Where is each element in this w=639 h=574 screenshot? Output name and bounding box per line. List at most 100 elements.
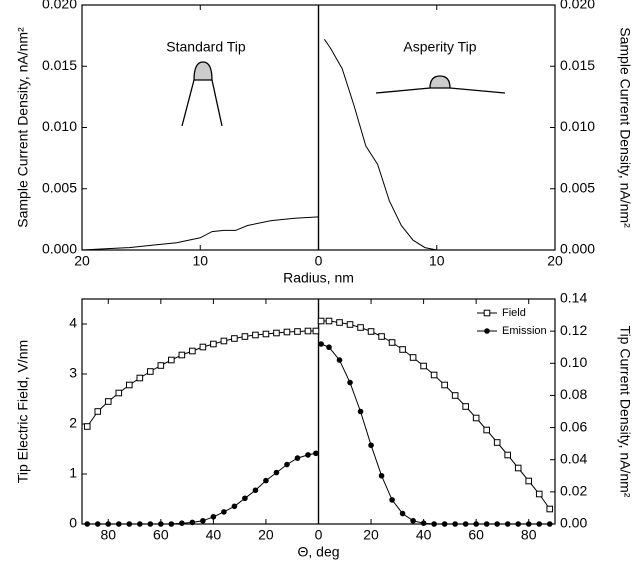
- x-tick-label: 20: [258, 527, 274, 543]
- marker: [317, 317, 325, 325]
- marker: [200, 517, 206, 524]
- marker: [546, 505, 554, 513]
- marker: [452, 521, 458, 527]
- marker: [441, 381, 448, 389]
- marker: [451, 392, 459, 399]
- x-tick-label: 10: [192, 253, 208, 269]
- x-tick-label: 40: [416, 527, 432, 543]
- marker: [252, 331, 259, 339]
- y-tick-label: 1: [69, 465, 77, 481]
- marker: [158, 521, 164, 527]
- x-tick-label: 0: [315, 253, 323, 269]
- marker: [473, 521, 479, 527]
- y2-tick-label: 0.015: [560, 57, 595, 73]
- marker: [242, 495, 248, 502]
- marker: [367, 328, 375, 335]
- y2-tick-label: 0.005: [560, 179, 595, 195]
- marker: [105, 521, 112, 527]
- marker: [399, 346, 406, 353]
- marker: [189, 519, 196, 526]
- marker: [189, 347, 196, 355]
- marker: [336, 319, 343, 326]
- marker: [252, 487, 259, 494]
- marker: [210, 513, 217, 520]
- marker: [536, 521, 543, 527]
- y2-tick-label: 0.08: [560, 386, 587, 402]
- y2-tick-label: 0.02: [560, 483, 587, 499]
- marker: [504, 451, 511, 459]
- marker: [535, 490, 543, 498]
- marker: [483, 426, 490, 434]
- y2-axis-label: Tip Current Density, nA/nm²: [617, 326, 633, 498]
- legend-marker: [483, 309, 491, 317]
- marker: [525, 521, 532, 527]
- marker: [409, 354, 417, 361]
- marker: [262, 330, 270, 338]
- y-tick-label: 4: [69, 315, 77, 331]
- x-tick-label: 20: [74, 253, 90, 269]
- marker: [284, 461, 290, 468]
- marker: [294, 328, 301, 335]
- marker: [304, 327, 312, 335]
- marker: [179, 520, 185, 526]
- marker: [168, 356, 175, 364]
- marker: [83, 423, 91, 430]
- marker: [399, 510, 406, 517]
- marker: [325, 317, 333, 325]
- y-tick-label: 0.000: [42, 241, 77, 257]
- x-tick-label: 10: [429, 253, 445, 269]
- marker: [430, 371, 438, 379]
- marker: [231, 335, 238, 342]
- legend-label: Emission: [502, 325, 547, 337]
- x-tick-label: 60: [153, 527, 169, 543]
- x-tick-label: 80: [521, 527, 537, 543]
- x-tick-label: 60: [468, 527, 484, 543]
- marker: [294, 455, 301, 461]
- marker: [462, 403, 469, 410]
- legend-label: Field: [502, 307, 526, 319]
- y-tick-label: 0: [69, 515, 77, 531]
- y-tick-label: 2: [69, 415, 77, 431]
- marker: [157, 362, 165, 369]
- marker: [168, 521, 175, 527]
- marker: [525, 477, 533, 485]
- marker: [493, 439, 501, 446]
- y-tick-label: 0.020: [42, 0, 77, 12]
- marker: [347, 379, 353, 386]
- marker: [305, 452, 311, 458]
- marker: [431, 521, 437, 527]
- y-tick-label: 0.010: [42, 118, 77, 134]
- marker: [462, 521, 469, 527]
- marker: [472, 414, 480, 422]
- marker: [326, 344, 332, 351]
- marker: [483, 521, 490, 527]
- marker: [318, 341, 324, 347]
- asperity-tip-sketch: [375, 75, 506, 94]
- x-tick-label: 0: [315, 527, 323, 543]
- marker: [231, 503, 238, 510]
- marker: [441, 521, 448, 527]
- x-tick-label: 20: [363, 527, 379, 543]
- marker: [378, 472, 385, 479]
- y2-tick-label: 0.000: [560, 241, 595, 257]
- data-line: [81, 216, 319, 251]
- y-tick-label: 0.015: [42, 57, 77, 73]
- marker: [178, 351, 186, 359]
- x-axis-label: Radius, nm: [283, 270, 354, 286]
- x-tick-label: 80: [100, 527, 116, 543]
- marker: [94, 521, 101, 527]
- marker: [115, 521, 122, 527]
- y2-tick-label: 0.020: [560, 0, 595, 12]
- marker: [346, 321, 354, 328]
- marker: [115, 389, 123, 397]
- marker: [494, 521, 500, 527]
- marker: [220, 337, 228, 345]
- y2-tick-label: 0.14: [560, 290, 587, 306]
- marker: [546, 521, 553, 527]
- marker: [147, 521, 154, 527]
- marker: [504, 521, 511, 527]
- marker: [420, 362, 427, 370]
- marker: [241, 333, 249, 340]
- marker: [378, 333, 385, 340]
